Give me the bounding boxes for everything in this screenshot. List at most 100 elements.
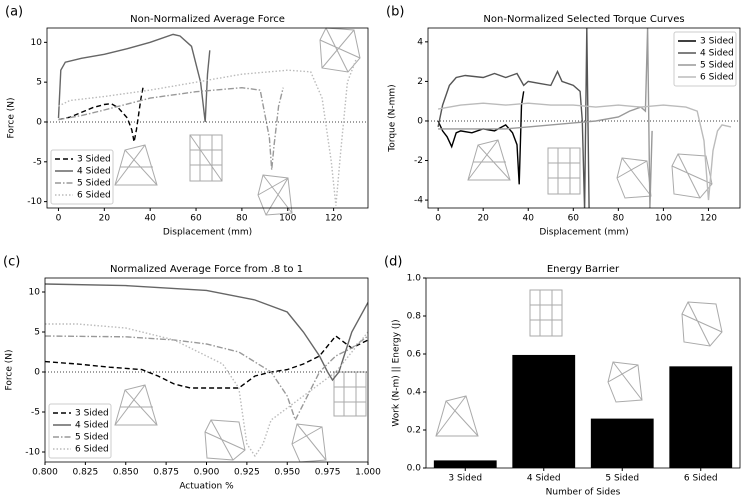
- y-axis-label: Torque (N-mm): [388, 84, 398, 152]
- x-axis-label: Number of Sides: [546, 488, 621, 498]
- panel-label: (c): [3, 255, 20, 270]
- plot-area: [47, 33, 368, 206]
- x-tick-label: 60: [190, 214, 202, 224]
- y-tick-label: 10: [29, 288, 41, 298]
- x-tick-label: 80: [236, 214, 248, 224]
- y-tick-label: 0: [417, 116, 423, 126]
- x-tick-label: 120: [700, 214, 717, 224]
- series-line: [57, 33, 211, 123]
- x-tick-label: 0.850: [113, 468, 139, 478]
- x-axis-label: Displacement (mm): [163, 228, 252, 238]
- y-axis-label: Force (N): [5, 350, 15, 391]
- legend-label: 5 Sided: [77, 179, 111, 189]
- series-line: [437, 28, 590, 208]
- legend-box: [50, 149, 114, 205]
- y-tick-label: 5: [36, 78, 42, 88]
- panel-label: (d): [384, 255, 402, 270]
- y-tick-label: 0: [34, 368, 40, 378]
- y-tick-label: 10: [31, 38, 43, 48]
- x-axis-label: Displacement (mm): [539, 228, 628, 238]
- x-tick-label: 40: [523, 214, 535, 224]
- y-tick-label: -5: [33, 157, 42, 167]
- series-line: [58, 85, 144, 143]
- x-tick-label: 0.800: [32, 468, 58, 478]
- chart-title: Non-Normalized Average Force: [130, 14, 285, 25]
- y-tick-label: -10: [25, 448, 40, 458]
- x-tick-label: 120: [325, 214, 342, 224]
- x-tick-label: 0.825: [72, 468, 98, 478]
- x-tick-label: 0: [56, 214, 62, 224]
- bar: [433, 460, 497, 468]
- legend-label: 4 Sided: [75, 421, 109, 431]
- y-tick-label: 0.8: [407, 312, 422, 322]
- x-tick-label: 20: [477, 214, 489, 224]
- legend-label: 3 Sided: [700, 37, 734, 47]
- y-tick-label: -2: [414, 156, 423, 166]
- y-tick-label: -4: [414, 196, 423, 206]
- y-tick-label: 0.4: [407, 388, 422, 398]
- legend-label: 6 Sided: [75, 445, 109, 455]
- plot-area: [45, 283, 368, 458]
- plot-area: [433, 354, 733, 468]
- chart-title: Energy Barrier: [547, 264, 620, 275]
- x-tick-label: 0: [435, 214, 441, 224]
- x-tick-label: 5 Sided: [605, 474, 639, 484]
- panel-label: (b): [386, 5, 404, 20]
- legend-label: 6 Sided: [77, 191, 111, 201]
- y-tick-label: 4: [417, 37, 423, 47]
- x-tick-label: 40: [144, 214, 156, 224]
- bar: [590, 418, 654, 468]
- series-line: [58, 86, 284, 170]
- legend-box: [673, 31, 737, 87]
- bar: [512, 354, 576, 468]
- x-tick-label: 0.975: [315, 468, 341, 478]
- y-tick-label: 0.2: [407, 426, 421, 436]
- axes-frame: [425, 277, 741, 469]
- series-line: [437, 102, 732, 201]
- x-tick-label: 1.000: [355, 468, 381, 478]
- x-tick-label: 0.950: [274, 468, 300, 478]
- structure-icons: [114, 27, 723, 463]
- x-axis-label: Actuation %: [179, 482, 234, 492]
- legend-label: 6 Sided: [700, 73, 734, 83]
- x-tick-label: 4 Sided: [527, 474, 561, 484]
- x-tick-label: 0.925: [234, 468, 260, 478]
- legend-label: 5 Sided: [75, 433, 109, 443]
- legend-label: 4 Sided: [77, 167, 111, 177]
- x-tick-label: 100: [279, 214, 296, 224]
- legend-label: 3 Sided: [75, 409, 109, 419]
- series-line: [45, 335, 368, 389]
- series-line: [45, 323, 368, 458]
- x-tick-label: 0.875: [153, 468, 179, 478]
- y-tick-label: 2: [417, 77, 423, 87]
- x-tick-label: 0.900: [194, 468, 220, 478]
- bar: [669, 366, 733, 468]
- legend-label: 4 Sided: [700, 49, 734, 59]
- axes-frame: [46, 27, 369, 209]
- x-tick-label: 3 Sided: [448, 474, 482, 484]
- x-tick-label: 60: [568, 214, 580, 224]
- y-tick-label: 0.0: [407, 464, 422, 474]
- x-tick-label: 20: [99, 214, 111, 224]
- y-tick-label: 0: [36, 117, 42, 127]
- legend-label: 3 Sided: [77, 155, 111, 165]
- legend-box: [48, 403, 112, 459]
- y-axis-label: Force (N): [7, 98, 17, 139]
- y-axis-label: Work (N-m) || Energy (J): [392, 319, 402, 426]
- x-tick-label: 80: [613, 214, 625, 224]
- axes-frame: [427, 27, 741, 209]
- y-tick-label: -5: [31, 408, 40, 418]
- y-tick-label: 1.0: [407, 274, 422, 284]
- chart-title: Non-Normalized Selected Torque Curves: [483, 14, 684, 25]
- y-tick-label: 0.6: [407, 350, 422, 360]
- series-line: [438, 28, 653, 208]
- y-tick-label: 5: [34, 328, 40, 338]
- plot-area: [428, 28, 740, 208]
- y-tick-label: -10: [27, 197, 42, 207]
- legend-label: 5 Sided: [700, 61, 734, 71]
- axes-frame: [44, 277, 369, 463]
- x-tick-label: 100: [655, 214, 672, 224]
- panel-label: (a): [5, 5, 23, 20]
